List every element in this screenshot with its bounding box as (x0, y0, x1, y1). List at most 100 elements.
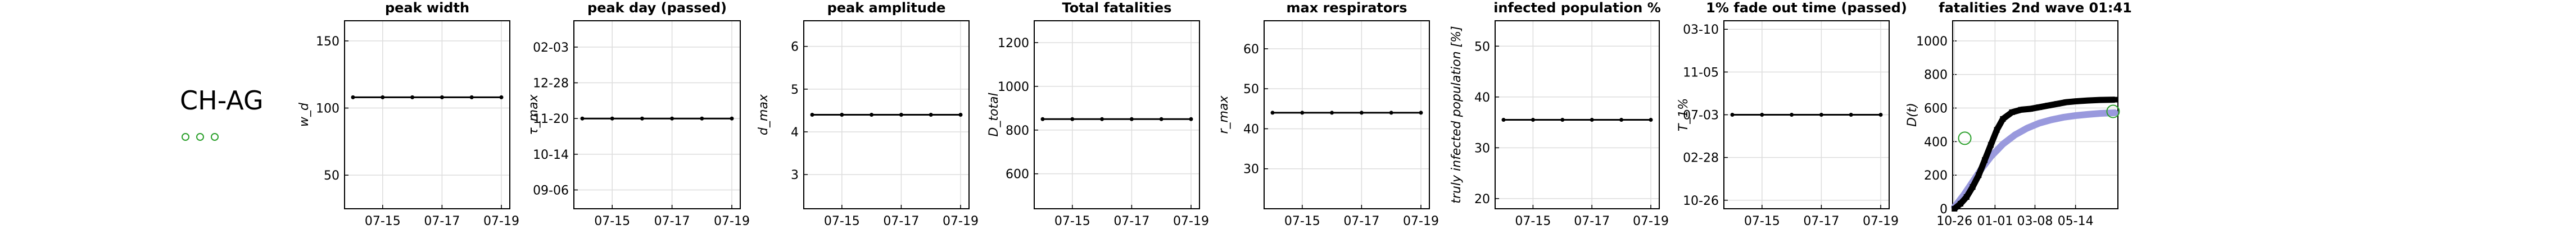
x-tick-label: 07-15 (824, 214, 860, 228)
y-tick-label: 200 (1924, 169, 1948, 183)
region-marker (196, 133, 204, 141)
y-tick-label: 50 (1243, 82, 1259, 97)
data-point (1963, 194, 1970, 200)
axes-frame (1264, 20, 1430, 209)
x-tick-label: 07-15 (1744, 214, 1780, 228)
data-point (2063, 99, 2070, 105)
data-point (499, 95, 504, 99)
y-tick-label: 1200 (998, 36, 1029, 51)
data-point (840, 113, 844, 117)
chart-title: max respirators (1287, 0, 1407, 16)
data-point (440, 95, 444, 99)
y-tick-label: 0 (1940, 203, 1948, 217)
y-tick-label: 800 (1006, 124, 1029, 138)
data-point (1189, 117, 1193, 121)
y-axis-label: T_1% (1677, 98, 1691, 131)
y-axis-label: w_d (297, 102, 311, 127)
data-point (730, 116, 734, 121)
y-tick-label: 150 (316, 35, 339, 49)
data-point (810, 113, 814, 117)
region-marker (211, 133, 219, 141)
x-tick-label: 05-14 (2058, 214, 2094, 228)
data-point (2097, 97, 2103, 103)
y-axis-label: τ_max (527, 94, 541, 135)
x-tick-label: 07-17 (654, 214, 690, 228)
y-tick-label: 100 (316, 102, 339, 116)
data-point (1619, 118, 1624, 122)
axes-frame (1034, 20, 1200, 209)
axes-frame (803, 20, 970, 209)
data-point (700, 116, 704, 121)
data-point (1982, 157, 1988, 163)
data-point (2000, 116, 2006, 122)
region-marker (182, 133, 189, 141)
chart-panel: 10-26 02-28 07-03 11-05 03-10 07-15 07-17 07-19… (1677, 0, 1907, 228)
y-axis-label: D_total (987, 93, 1001, 136)
y-tick-label: 10-26 (1683, 194, 1719, 208)
x-tick-label: 07-19 (1173, 214, 1209, 228)
data-point (1994, 127, 2000, 133)
data-point (1976, 172, 1982, 178)
chart-title: fatalities 2nd wave 01:41 (1939, 0, 2132, 16)
data-point (1159, 117, 1163, 121)
y-tick-label: 50 (324, 169, 339, 183)
y-tick-label: 1000 (1916, 35, 1948, 49)
data-point (1970, 184, 1976, 190)
x-tick-label: 07-17 (1574, 214, 1610, 228)
data-point (1878, 113, 1883, 117)
data-point (2009, 109, 2015, 116)
chart-panel: 30 40 50 60 07-15 07-17 07-19 max respirators r_… (1217, 0, 1439, 228)
x-tick-label: 07-17 (1113, 214, 1149, 228)
data-point (1590, 118, 1594, 122)
data-point (929, 113, 933, 117)
chart-panel: 09-06 10-14 11-20 12-28 02-03 07-15 07-17 07-19… (527, 0, 750, 228)
y-tick-label: 50 (1474, 40, 1490, 54)
y-tick-label: 6 (791, 40, 799, 54)
data-point (1040, 117, 1045, 121)
y-tick-label: 600 (1006, 168, 1029, 182)
data-point (1300, 111, 1305, 115)
y-tick-label: 40 (1243, 122, 1259, 136)
data-point (1730, 113, 1735, 117)
data-point (2054, 101, 2061, 107)
region-markers (182, 132, 225, 143)
x-tick-label: 07-17 (1803, 214, 1839, 228)
data-point (2085, 98, 2091, 104)
y-tick-label: 60 (1243, 43, 1259, 57)
data-point (2027, 106, 2033, 112)
event-marker (1958, 131, 1972, 145)
data-point (580, 116, 585, 121)
x-tick-label: 10-26 (1936, 214, 1972, 228)
data-point (670, 116, 674, 121)
data-point (1649, 118, 1653, 122)
data-point (2072, 98, 2079, 104)
data-point (1531, 118, 1535, 122)
y-axis-label: D(t) (1905, 103, 1919, 127)
data-point (1790, 113, 1794, 117)
data-point (1129, 117, 1134, 121)
data-point (381, 95, 385, 99)
data-point (1819, 113, 1823, 117)
y-tick-label: 40 (1474, 91, 1490, 105)
event-marker (2106, 104, 2120, 118)
y-axis-label: truly infected population [%] (1450, 26, 1464, 203)
chart-panel: 50 100 150 07-15 07-17 07-19 peak width w_d (297, 0, 519, 228)
y-tick-label: 4 (791, 126, 799, 140)
data-point (1330, 111, 1334, 115)
chart-panel: 20 30 40 50 07-15 07-17 07-19 infected populati… (1450, 0, 1669, 228)
data-point (1849, 113, 1853, 117)
y-tick-label: 07-03 (1683, 109, 1719, 123)
x-tick-label: 07-17 (424, 214, 460, 228)
chart-panel: 0 200 400 600 800 1000 10-26 01-01 03-08 05-14 fat… (1905, 0, 2132, 228)
x-tick-label: 07-19 (943, 214, 979, 228)
x-tick-label: 07-15 (594, 214, 630, 228)
data-point (640, 116, 644, 121)
data-point (1270, 111, 1275, 115)
x-tick-label: 07-19 (1863, 214, 1899, 228)
chart-title: peak day (passed) (587, 0, 727, 16)
y-tick-label: 02-03 (533, 41, 569, 55)
data-point (1419, 111, 1423, 115)
data-point (1070, 117, 1075, 121)
data-point (1988, 142, 1994, 148)
